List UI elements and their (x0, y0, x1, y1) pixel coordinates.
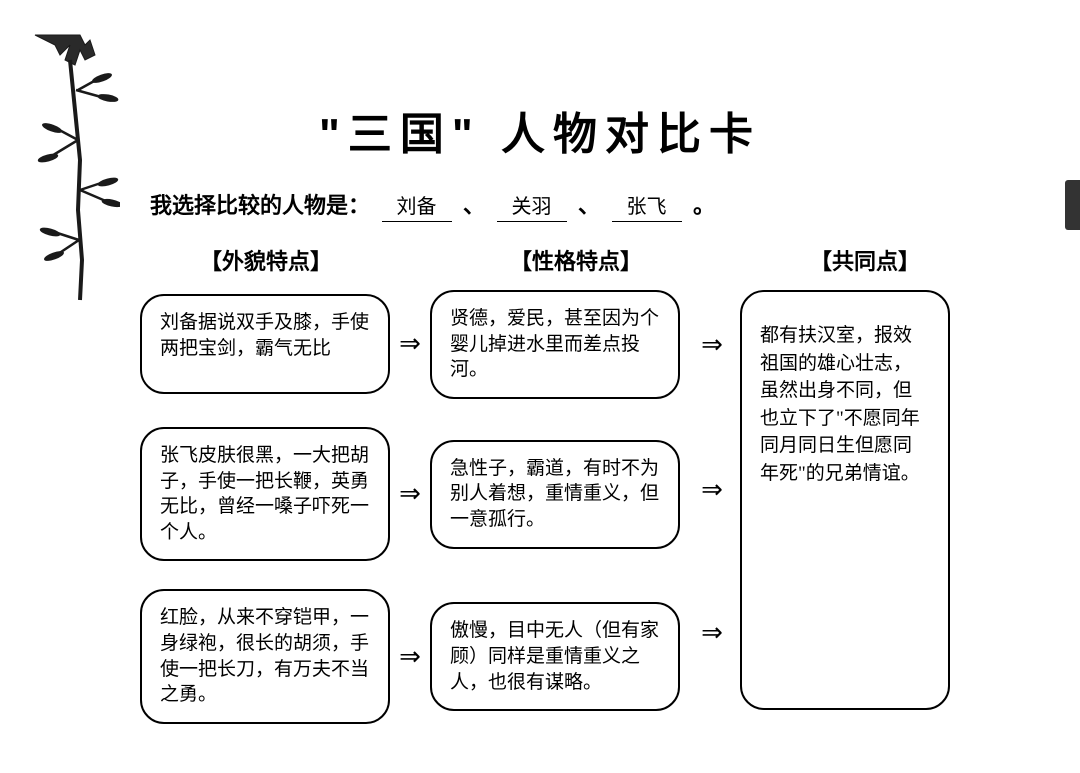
arrow-icon: ⇒ (390, 329, 430, 359)
bamboo-decoration (30, 30, 120, 310)
column-header-common: 【共同点】 (810, 244, 920, 276)
subtitle-label: 我选择比较的人物是： (150, 193, 370, 218)
appearance-card: 刘备据说双手及膝，手使两把宝剑，霸气无比 (140, 294, 390, 394)
arrow-icon: ⇒ (692, 618, 732, 648)
column-header-appearance: 【外貌特点】 (200, 244, 332, 276)
arrow-icon: ⇒ (390, 642, 430, 672)
rock-decoration (1065, 180, 1080, 230)
personality-card: 贤德，爱民，甚至因为个婴儿掉进水里而差点投河。 (430, 290, 680, 399)
card-text: 贤德，爱民，甚至因为个婴儿掉进水里而差点投河。 (450, 306, 660, 383)
separator: 、 (463, 193, 485, 218)
personality-card: 急性子，霸道，有时不为别人着想，重情重义，但一意孤行。 (430, 440, 680, 549)
personality-card: 傲慢，目中无人（但有家顾）同样是重情重义之人，也很有谋略。 (430, 602, 680, 711)
separator: 、 (578, 193, 600, 218)
character-field-3: 张飞 (612, 190, 682, 222)
card-text: 急性子，霸道，有时不为别人着想，重情重义，但一意孤行。 (450, 456, 660, 533)
column-header-personality: 【性格特点】 (510, 244, 642, 276)
subtitle-row: 我选择比较的人物是： 刘备 、 关羽 、 张飞 。 (150, 188, 715, 222)
page-title: "三国" 人物对比卡 (0, 98, 1080, 162)
appearance-card: 红脸，从来不穿铠甲，一身绿袍，很长的胡须，手使一把长刀，有万夫不当之勇。 (140, 589, 390, 724)
character-field-2: 关羽 (497, 190, 567, 222)
arrow-icon: ⇒ (692, 475, 732, 505)
card-text: 红脸，从来不穿铠甲，一身绿袍，很长的胡须，手使一把长刀，有万夫不当之勇。 (160, 605, 370, 708)
arrow-icon: ⇒ (692, 330, 732, 360)
card-text: 都有扶汉室，报效祖国的雄心壮志，虽然出身不同，但也立下了"不愿同年同月同日生但愿… (760, 325, 920, 484)
arrow-icon: ⇒ (390, 479, 430, 509)
character-field-1: 刘备 (382, 190, 452, 222)
card-text: 刘备据说双手及膝，手使两把宝剑，霸气无比 (160, 310, 370, 361)
card-text: 张飞皮肤很黑，一大把胡子，手使一把长鞭，英勇无比，曾经一嗓子吓死一个人。 (160, 443, 370, 546)
common-points-card: 都有扶汉室，报效祖国的雄心壮志，虽然出身不同，但也立下了"不愿同年同月同日生但愿… (740, 290, 950, 710)
card-text: 傲慢，目中无人（但有家顾）同样是重情重义之人，也很有谋略。 (450, 618, 660, 695)
appearance-card: 张飞皮肤很黑，一大把胡子，手使一把长鞭，英勇无比，曾经一嗓子吓死一个人。 (140, 427, 390, 562)
period: 。 (693, 193, 715, 218)
